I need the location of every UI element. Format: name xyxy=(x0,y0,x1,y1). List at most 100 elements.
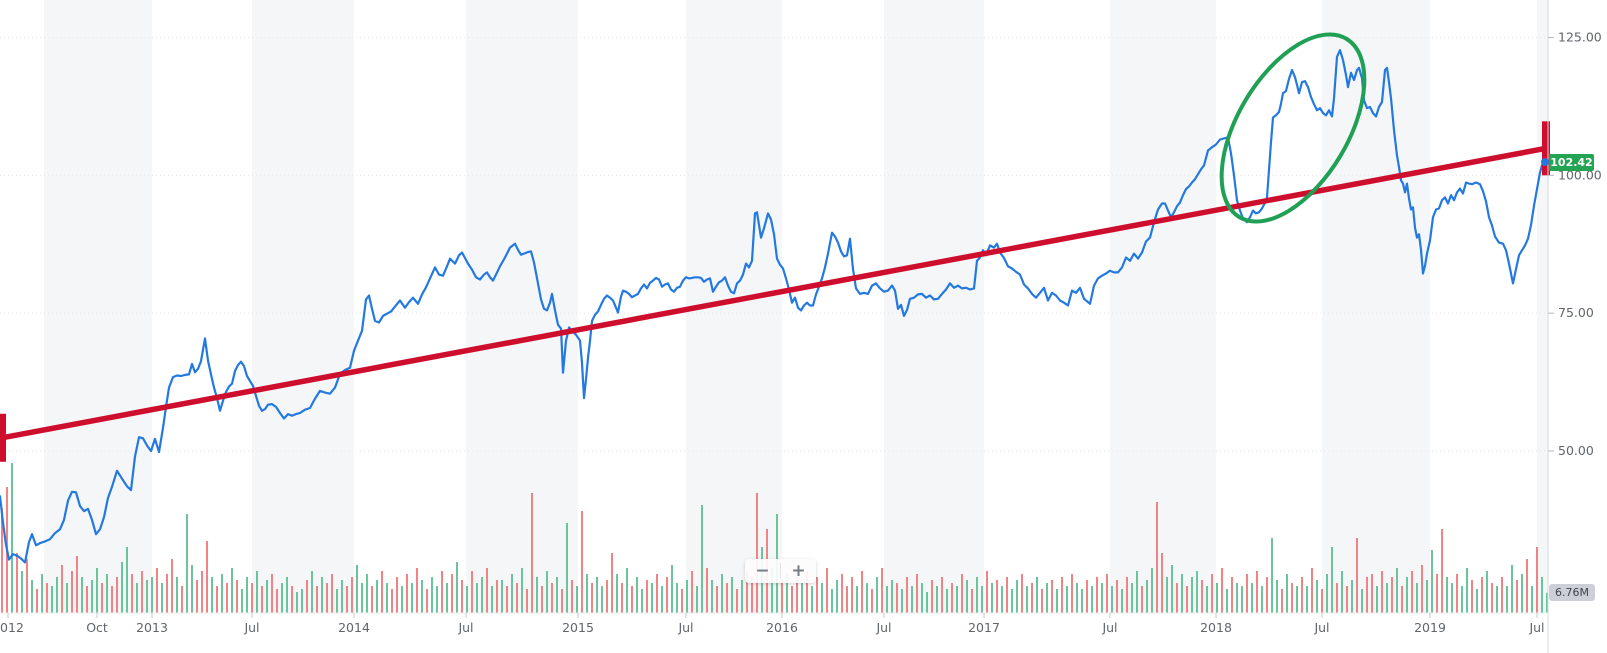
volume-bar xyxy=(716,586,718,613)
volume-bar xyxy=(956,586,958,613)
time-axis-label: Jul xyxy=(243,620,259,635)
time-axis-label: 2016 xyxy=(766,620,798,635)
volume-bar xyxy=(931,580,933,613)
volume-bar xyxy=(656,574,658,613)
volume-bar xyxy=(1256,571,1258,613)
volume-bar xyxy=(556,577,558,613)
zoom-out-button[interactable]: − xyxy=(745,559,780,583)
volume-bar xyxy=(1111,586,1113,613)
volume-bar xyxy=(1136,571,1138,613)
volume-bar xyxy=(946,589,948,613)
volume-bar xyxy=(1536,547,1538,613)
volume-bar xyxy=(46,583,48,613)
volume-bar xyxy=(1296,586,1298,613)
volume-bar xyxy=(611,553,613,613)
volume-bar xyxy=(226,583,228,613)
volume-bar xyxy=(426,589,428,613)
volume-bar xyxy=(1271,538,1273,613)
volume-bar xyxy=(676,583,678,613)
volume-bar xyxy=(1146,580,1148,613)
volume-bar xyxy=(101,583,103,613)
volume-bar xyxy=(701,505,703,613)
volume-bar xyxy=(1366,577,1368,613)
volume-bar xyxy=(1516,580,1518,613)
volume-bar xyxy=(416,568,418,613)
last-volume-badge: 6.76M xyxy=(1549,584,1595,601)
volume-bar xyxy=(161,583,163,613)
volume-bar xyxy=(316,586,318,613)
volume-bar xyxy=(1371,574,1373,613)
volume-bar xyxy=(661,586,663,613)
volume-bar xyxy=(236,580,238,613)
volume-bar xyxy=(436,586,438,613)
trend-line-drawing[interactable] xyxy=(1,145,1547,441)
volume-bar xyxy=(291,586,293,613)
volume-bar xyxy=(141,571,143,613)
volume-bar xyxy=(606,580,608,613)
volume-bar xyxy=(56,577,58,613)
volume-bar xyxy=(636,577,638,613)
time-axis[interactable]: 2012 Oct 2013 Jul 2014 Jul 2015 Jul 2016 Jul 2017 J… xyxy=(0,613,1545,635)
volume-bar xyxy=(871,589,873,613)
volume-bar xyxy=(1231,577,1233,613)
volume-bar xyxy=(1206,586,1208,613)
volume-bar xyxy=(1356,538,1358,613)
volume-bar xyxy=(831,589,833,613)
volume-bar xyxy=(341,580,343,613)
volume-bar xyxy=(816,577,818,613)
volume-bar xyxy=(691,571,693,613)
volume-bar xyxy=(1481,577,1483,613)
volume-bar xyxy=(1266,577,1268,613)
volume-bar xyxy=(406,574,408,613)
volume-bar xyxy=(1456,574,1458,613)
volume-bar xyxy=(1461,586,1463,613)
volume-bar xyxy=(511,574,513,613)
volume-bar xyxy=(26,559,28,613)
trend-line-anchor-left[interactable] xyxy=(0,413,6,462)
volume-bar xyxy=(706,568,708,613)
volume-bar xyxy=(221,574,223,613)
volume-bar xyxy=(531,493,533,613)
volume-bar xyxy=(1116,580,1118,613)
volume-bar xyxy=(1451,583,1453,613)
volume-bar xyxy=(201,571,203,613)
volume-bar xyxy=(481,577,483,613)
volume-bar xyxy=(191,565,193,613)
volume-bar xyxy=(1316,580,1318,613)
volume-bar xyxy=(311,571,313,613)
volume-bar xyxy=(936,586,938,613)
ellipse-annotation[interactable] xyxy=(1192,11,1393,246)
volume-bar xyxy=(846,586,848,613)
volume-bar xyxy=(1071,574,1073,613)
volume-bar xyxy=(286,577,288,613)
volume-bar xyxy=(296,592,298,613)
volume-bar xyxy=(1526,559,1528,613)
volume-bar xyxy=(21,571,23,613)
plus-icon: + xyxy=(791,561,806,581)
volume-bar xyxy=(1261,586,1263,613)
volume-bar xyxy=(451,574,453,613)
volume-bar xyxy=(586,574,588,613)
volume-bar xyxy=(1521,574,1523,613)
volume-bar xyxy=(476,583,478,613)
volume-bar xyxy=(1106,574,1108,613)
volume-bar xyxy=(81,577,83,613)
volume-bar xyxy=(1336,583,1338,613)
volume-bar xyxy=(1026,586,1028,613)
volume-bar xyxy=(131,574,133,613)
volume-bar xyxy=(151,577,153,613)
zoom-in-button[interactable]: + xyxy=(781,559,816,583)
volume-bar xyxy=(696,586,698,613)
volume-bar xyxy=(1176,583,1178,613)
volume-bar xyxy=(626,568,628,613)
trend-line-anchor-right[interactable] xyxy=(1542,121,1550,176)
volume-bar xyxy=(751,577,753,613)
price-axis-label: 50.00 xyxy=(1558,443,1594,458)
volume-bar xyxy=(1196,571,1198,613)
price-axis[interactable]: 125.00 100.00 75.00 50.00 xyxy=(1548,30,1602,458)
volume-bar xyxy=(571,580,573,613)
volume-bar xyxy=(61,565,63,613)
minus-icon: − xyxy=(755,561,770,581)
volume-bar xyxy=(411,583,413,613)
